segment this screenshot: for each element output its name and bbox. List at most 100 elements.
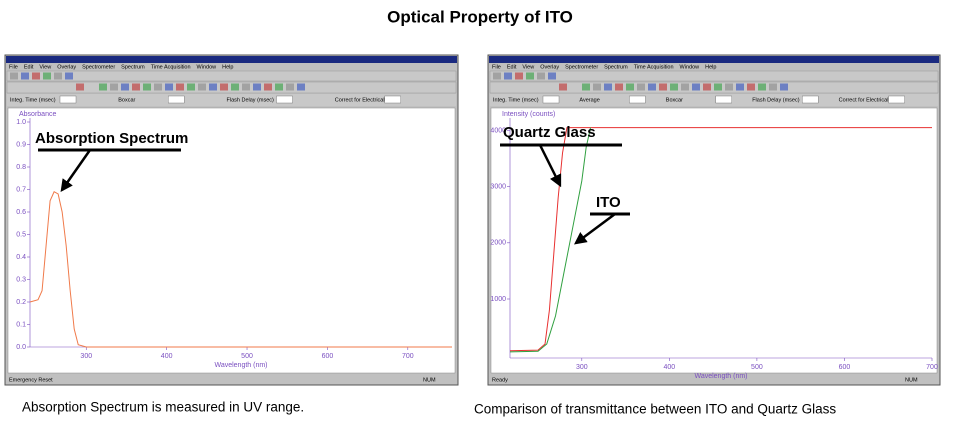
tool-button[interactable]: [780, 83, 788, 91]
menu-item[interactable]: Help: [222, 64, 233, 70]
tool-button[interactable]: [736, 83, 744, 91]
tool-button[interactable]: [132, 83, 140, 91]
y-tick-label: 0.3: [16, 276, 26, 283]
control-input[interactable]: [168, 95, 185, 104]
menu-item[interactable]: Help: [705, 64, 716, 70]
tool-button[interactable]: [275, 83, 283, 91]
tool-button[interactable]: [154, 83, 162, 91]
tool-button[interactable]: [526, 72, 534, 80]
menu-item[interactable]: Overlay: [540, 64, 559, 70]
tool-button[interactable]: [582, 83, 590, 91]
x-tick-label: 600: [322, 353, 334, 360]
control-input[interactable]: [542, 95, 560, 104]
tool-button[interactable]: [548, 72, 556, 80]
control-input[interactable]: [629, 95, 646, 104]
title-bar: [6, 56, 457, 63]
tool-button[interactable]: [209, 83, 217, 91]
tool-button[interactable]: [692, 83, 700, 91]
menu-item[interactable]: Window: [680, 64, 700, 70]
tool-button[interactable]: [758, 83, 766, 91]
y-tick-label: 0.0: [16, 344, 26, 351]
tool-button[interactable]: [231, 83, 239, 91]
control-input[interactable]: [276, 95, 293, 104]
tool-button[interactable]: [515, 72, 523, 80]
x-tick-label: 600: [839, 364, 851, 371]
tool-button[interactable]: [615, 83, 623, 91]
menu-item[interactable]: Edit: [24, 64, 34, 70]
tool-button[interactable]: [242, 83, 250, 91]
caption: Absorption Spectrum is measured in UV ra…: [22, 400, 304, 415]
tool-button[interactable]: [54, 72, 62, 80]
control-input[interactable]: [384, 95, 401, 104]
control-input[interactable]: [59, 95, 77, 104]
y-tick-label: 2000: [490, 240, 506, 247]
tool-button[interactable]: [253, 83, 261, 91]
y-axis-label: Intensity (counts): [502, 111, 555, 118]
menu-item[interactable]: View: [522, 64, 534, 70]
menu-item[interactable]: File: [9, 64, 18, 70]
tool-button[interactable]: [626, 83, 634, 91]
tool-button[interactable]: [297, 83, 305, 91]
menu-item[interactable]: File: [492, 64, 501, 70]
menu-item[interactable]: Spectrometer: [82, 64, 115, 70]
data-line: [509, 127, 932, 352]
tool-button[interactable]: [559, 83, 567, 91]
menu-item[interactable]: Spectrometer: [565, 64, 598, 70]
control-bar: [490, 94, 938, 106]
tool-button[interactable]: [65, 72, 73, 80]
tool-button[interactable]: [670, 83, 678, 91]
menu-item[interactable]: View: [39, 64, 51, 70]
tool-button[interactable]: [637, 83, 645, 91]
tool-button[interactable]: [769, 83, 777, 91]
tool-button[interactable]: [176, 83, 184, 91]
tool-button[interactable]: [121, 83, 129, 91]
tool-button[interactable]: [593, 83, 601, 91]
tool-button[interactable]: [659, 83, 667, 91]
control-input[interactable]: [888, 95, 905, 104]
tool-button[interactable]: [747, 83, 755, 91]
tool-button[interactable]: [703, 83, 711, 91]
menu-item[interactable]: Time Acquisition: [634, 64, 674, 70]
tool-button[interactable]: [165, 83, 173, 91]
tool-button[interactable]: [604, 83, 612, 91]
y-tick-label: 0.6: [16, 209, 26, 216]
x-tick-label: 500: [241, 353, 253, 360]
control-input[interactable]: [715, 95, 732, 104]
tool-button[interactable]: [681, 83, 689, 91]
tool-button[interactable]: [264, 83, 272, 91]
tool-button[interactable]: [537, 72, 545, 80]
tool-button[interactable]: [648, 83, 656, 91]
tool-button[interactable]: [220, 83, 228, 91]
menu-item[interactable]: Spectrum: [604, 64, 628, 70]
x-tick-label: 400: [664, 364, 676, 371]
tool-button[interactable]: [32, 72, 40, 80]
x-axis-label: Wavelength (nm): [694, 373, 747, 380]
tool-button[interactable]: [198, 83, 206, 91]
control-label: Average: [579, 97, 599, 103]
menu-item[interactable]: Edit: [507, 64, 517, 70]
tool-button[interactable]: [76, 83, 84, 91]
tool-button[interactable]: [99, 83, 107, 91]
menu-item[interactable]: Time Acquisition: [151, 64, 191, 70]
tool-button[interactable]: [286, 83, 294, 91]
tool-button[interactable]: [493, 72, 501, 80]
tool-button[interactable]: [10, 72, 18, 80]
tool-button[interactable]: [714, 83, 722, 91]
tool-button[interactable]: [725, 83, 733, 91]
x-tick-label: 700: [926, 364, 938, 371]
tool-button[interactable]: [43, 72, 51, 80]
tool-button[interactable]: [21, 72, 29, 80]
menu-item[interactable]: Spectrum: [121, 64, 145, 70]
tool-button[interactable]: [504, 72, 512, 80]
control-input[interactable]: [802, 95, 819, 104]
tool-button[interactable]: [187, 83, 195, 91]
menu-item[interactable]: Overlay: [57, 64, 76, 70]
control-label: Boxcar: [666, 97, 683, 103]
menu-item[interactable]: Window: [197, 64, 217, 70]
tool-button[interactable]: [143, 83, 151, 91]
control-label: Flash Delay (msec): [752, 97, 800, 103]
y-axis-label: Absorbance: [19, 111, 56, 118]
control-label: Boxcar: [118, 97, 135, 103]
tool-button[interactable]: [110, 83, 118, 91]
